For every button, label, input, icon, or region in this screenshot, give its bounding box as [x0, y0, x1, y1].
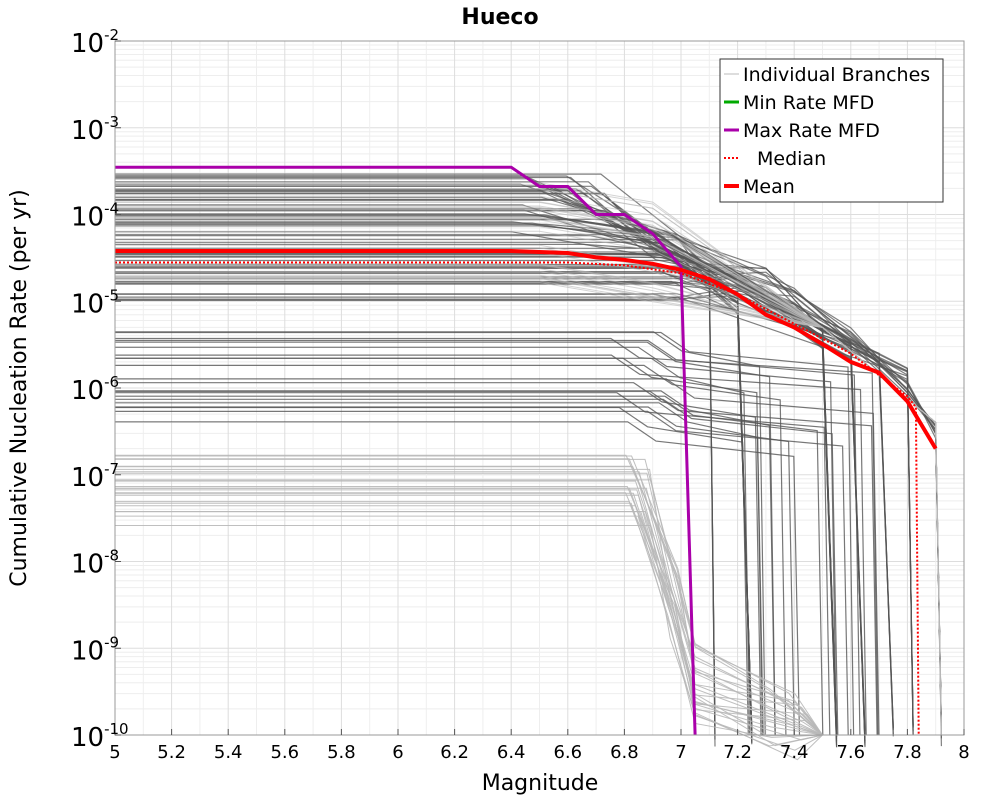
legend-label: Median	[757, 148, 826, 170]
branch-line	[115, 259, 894, 729]
branch-line	[115, 398, 839, 736]
legend-label: Individual Branches	[743, 64, 930, 86]
x-tick-label: 6	[392, 742, 403, 763]
x-tick-label: 6.4	[497, 742, 526, 763]
x-tick-label: 7.2	[723, 742, 752, 763]
legend-label: Mean	[743, 176, 795, 198]
x-tick-label: 6.8	[610, 742, 639, 763]
branch-line	[115, 213, 894, 737]
x-tick-label: 5.2	[157, 742, 186, 763]
branch-line	[115, 410, 849, 736]
branch-line	[115, 458, 823, 736]
branch-line	[115, 272, 838, 731]
branch-line	[115, 390, 878, 736]
branch-line	[115, 458, 823, 736]
branch-line	[115, 406, 795, 736]
x-tick-label: 5.6	[270, 742, 299, 763]
x-tick-label: 5.4	[214, 742, 243, 763]
branch-line	[115, 486, 823, 736]
branch-line	[115, 209, 942, 736]
y-tick-label: 10-5	[71, 286, 119, 319]
x-tick-label: 8	[958, 742, 969, 763]
y-axis-label: Cumulative Nucleation Rate (per yr)	[7, 189, 32, 587]
branch-line	[115, 501, 823, 737]
x-tick-label: 7.4	[780, 742, 809, 763]
y-tick-label: 10-7	[71, 460, 119, 493]
legend-label: Min Rate MFD	[743, 92, 874, 114]
branch-line	[115, 492, 823, 736]
branch-line	[115, 354, 867, 736]
branch-line	[115, 472, 823, 736]
y-tick-label: 10-2	[71, 26, 119, 59]
branch-line	[115, 465, 823, 736]
series-max-rate-mfd	[115, 165, 697, 736]
branch-line	[115, 346, 837, 736]
legend-box	[719, 58, 944, 203]
y-tick-label: 10-6	[71, 373, 119, 406]
x-tick-label: 7	[675, 742, 686, 763]
x-tick-label: 6.2	[440, 742, 469, 763]
branch-line	[115, 364, 787, 736]
branch-line	[115, 331, 855, 736]
branch-line	[115, 382, 762, 736]
branch-line	[115, 341, 776, 736]
branch-line	[115, 296, 914, 736]
branch-line	[115, 502, 823, 738]
branch-line	[115, 395, 824, 736]
branch-line	[115, 191, 942, 727]
branch-line	[115, 331, 766, 736]
branch-line	[115, 357, 751, 736]
y-tick-label: 10-3	[71, 113, 119, 146]
x-tick-label: 7.8	[893, 742, 922, 763]
x-axis-label: Magnitude	[482, 771, 599, 796]
y-tick-label: 10-10	[71, 720, 129, 753]
legend: Individual Branches Min Rate MFD Max Rate …	[719, 58, 944, 203]
series-mean	[115, 249, 938, 450]
y-tick-label: 10-8	[71, 547, 119, 580]
y-axis-ticks: 10-2 10-3 10-4 10-5 10-6 10-7 10-8 10-9 10-10	[71, 26, 129, 753]
branch-line	[115, 515, 823, 751]
highlight-series	[115, 165, 938, 736]
x-tick-label: 7.6	[836, 742, 865, 763]
branch-line	[115, 480, 823, 736]
y-tick-label: 10-4	[71, 200, 119, 233]
chart-title: Hueco	[461, 5, 538, 30]
branch-line	[115, 178, 942, 730]
x-tick-label: 5	[109, 742, 120, 763]
legend-label: Max Rate MFD	[743, 120, 880, 142]
x-axis-ticks: 5 5.2 5.4 5.6 5.8 6 6.2 6.4 6.6 6.8 7 7.2 7.4 7.6 7.8 8	[109, 729, 970, 763]
x-tick-label: 5.8	[327, 742, 356, 763]
y-tick-label: 10-9	[71, 633, 119, 666]
branch-line	[115, 421, 801, 736]
branch-line	[115, 378, 880, 736]
x-tick-label: 6.6	[553, 742, 582, 763]
